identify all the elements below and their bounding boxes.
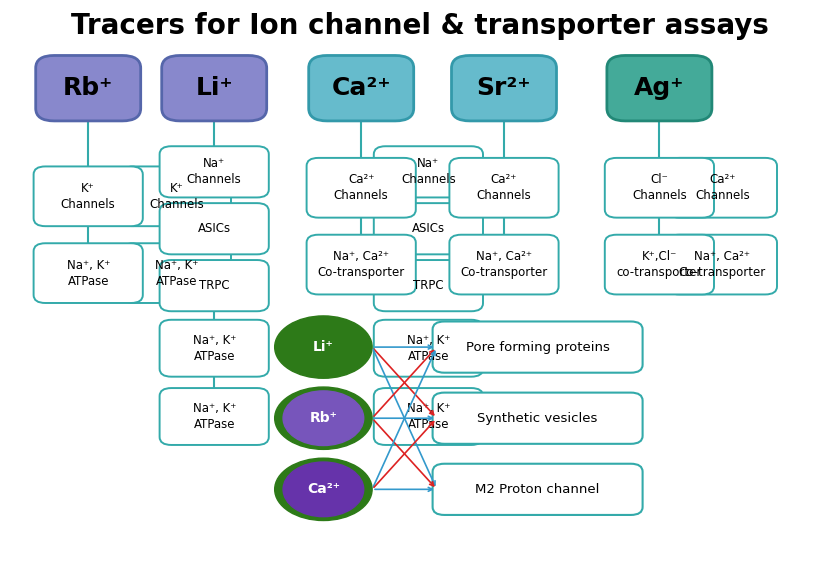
- FancyBboxPatch shape: [374, 388, 483, 445]
- Text: ASICs: ASICs: [412, 222, 445, 235]
- Text: Na⁺, Ca²⁺
Co-transporter: Na⁺, Ca²⁺ Co-transporter: [460, 250, 548, 279]
- Text: Rb⁺: Rb⁺: [63, 76, 113, 100]
- Text: Na⁺, Ca²⁺
Co-transporter: Na⁺, Ca²⁺ Co-transporter: [318, 250, 405, 279]
- FancyBboxPatch shape: [452, 56, 557, 121]
- Text: M2 Proton channel: M2 Proton channel: [475, 483, 600, 496]
- FancyBboxPatch shape: [668, 158, 777, 218]
- Text: Ca²⁺
Channels: Ca²⁺ Channels: [333, 174, 389, 202]
- FancyBboxPatch shape: [307, 158, 416, 218]
- Text: Na⁺, K⁺
ATPase: Na⁺, K⁺ ATPase: [155, 259, 198, 287]
- Text: Sr²⁺: Sr²⁺: [477, 76, 531, 100]
- FancyBboxPatch shape: [160, 146, 269, 197]
- Text: Ca²⁺
Channels: Ca²⁺ Channels: [476, 174, 532, 202]
- FancyBboxPatch shape: [433, 321, 643, 373]
- Ellipse shape: [283, 320, 364, 374]
- Text: Cl⁻
Channels: Cl⁻ Channels: [632, 174, 687, 202]
- FancyBboxPatch shape: [605, 158, 714, 218]
- Text: Rb⁺: Rb⁺: [309, 411, 338, 425]
- Text: Na⁺
Channels: Na⁺ Channels: [186, 158, 242, 186]
- Text: Na⁺, K⁺
ATPase: Na⁺, K⁺ ATPase: [407, 334, 450, 362]
- Ellipse shape: [275, 458, 372, 521]
- Text: Pore forming proteins: Pore forming proteins: [465, 341, 610, 353]
- Ellipse shape: [275, 387, 372, 450]
- Ellipse shape: [283, 462, 364, 517]
- Text: TRPC: TRPC: [413, 279, 444, 292]
- Text: Na⁺, K⁺
ATPase: Na⁺, K⁺ ATPase: [192, 402, 236, 431]
- FancyBboxPatch shape: [307, 234, 416, 295]
- FancyBboxPatch shape: [35, 56, 141, 121]
- Ellipse shape: [283, 391, 364, 446]
- Text: Ag⁺: Ag⁺: [634, 76, 685, 100]
- Text: Na⁺, Ca²⁺
Co-transporter: Na⁺, Ca²⁺ Co-transporter: [679, 250, 766, 279]
- Text: Na⁺
Channels: Na⁺ Channels: [401, 158, 456, 186]
- Text: Ca²⁺: Ca²⁺: [332, 76, 391, 100]
- Ellipse shape: [275, 316, 372, 378]
- FancyBboxPatch shape: [309, 56, 414, 121]
- Text: ASICs: ASICs: [197, 222, 231, 235]
- FancyBboxPatch shape: [433, 464, 643, 515]
- Text: Tracers for Ion channel & transporter assays: Tracers for Ion channel & transporter as…: [71, 11, 769, 40]
- Text: Ca²⁺
Channels: Ca²⁺ Channels: [695, 174, 750, 202]
- FancyBboxPatch shape: [374, 146, 483, 197]
- Text: K⁺,Cl⁻
co-transporter: K⁺,Cl⁻ co-transporter: [617, 250, 702, 279]
- FancyBboxPatch shape: [160, 203, 269, 254]
- FancyBboxPatch shape: [606, 56, 712, 121]
- FancyBboxPatch shape: [122, 167, 231, 226]
- FancyBboxPatch shape: [374, 203, 483, 254]
- Text: TRPC: TRPC: [199, 279, 229, 292]
- Text: K⁺
Channels: K⁺ Channels: [60, 182, 116, 211]
- Text: Na⁺, K⁺
ATPase: Na⁺, K⁺ ATPase: [407, 402, 450, 431]
- Text: Li⁺: Li⁺: [313, 340, 333, 354]
- FancyBboxPatch shape: [160, 320, 269, 377]
- FancyBboxPatch shape: [433, 393, 643, 444]
- FancyBboxPatch shape: [34, 244, 143, 303]
- Text: Ca²⁺: Ca²⁺: [307, 483, 340, 496]
- Text: Na⁺, K⁺
ATPase: Na⁺, K⁺ ATPase: [66, 259, 110, 287]
- FancyBboxPatch shape: [34, 167, 143, 226]
- Text: K⁺
Channels: K⁺ Channels: [149, 182, 204, 211]
- FancyBboxPatch shape: [162, 56, 267, 121]
- FancyBboxPatch shape: [449, 234, 559, 295]
- FancyBboxPatch shape: [605, 234, 714, 295]
- Text: Li⁺: Li⁺: [196, 76, 233, 100]
- FancyBboxPatch shape: [449, 158, 559, 218]
- FancyBboxPatch shape: [668, 234, 777, 295]
- Text: Synthetic vesicles: Synthetic vesicles: [477, 412, 598, 424]
- FancyBboxPatch shape: [374, 260, 483, 311]
- FancyBboxPatch shape: [160, 260, 269, 311]
- FancyBboxPatch shape: [122, 244, 231, 303]
- FancyBboxPatch shape: [374, 320, 483, 377]
- Text: Na⁺, K⁺
ATPase: Na⁺, K⁺ ATPase: [192, 334, 236, 362]
- FancyBboxPatch shape: [160, 388, 269, 445]
